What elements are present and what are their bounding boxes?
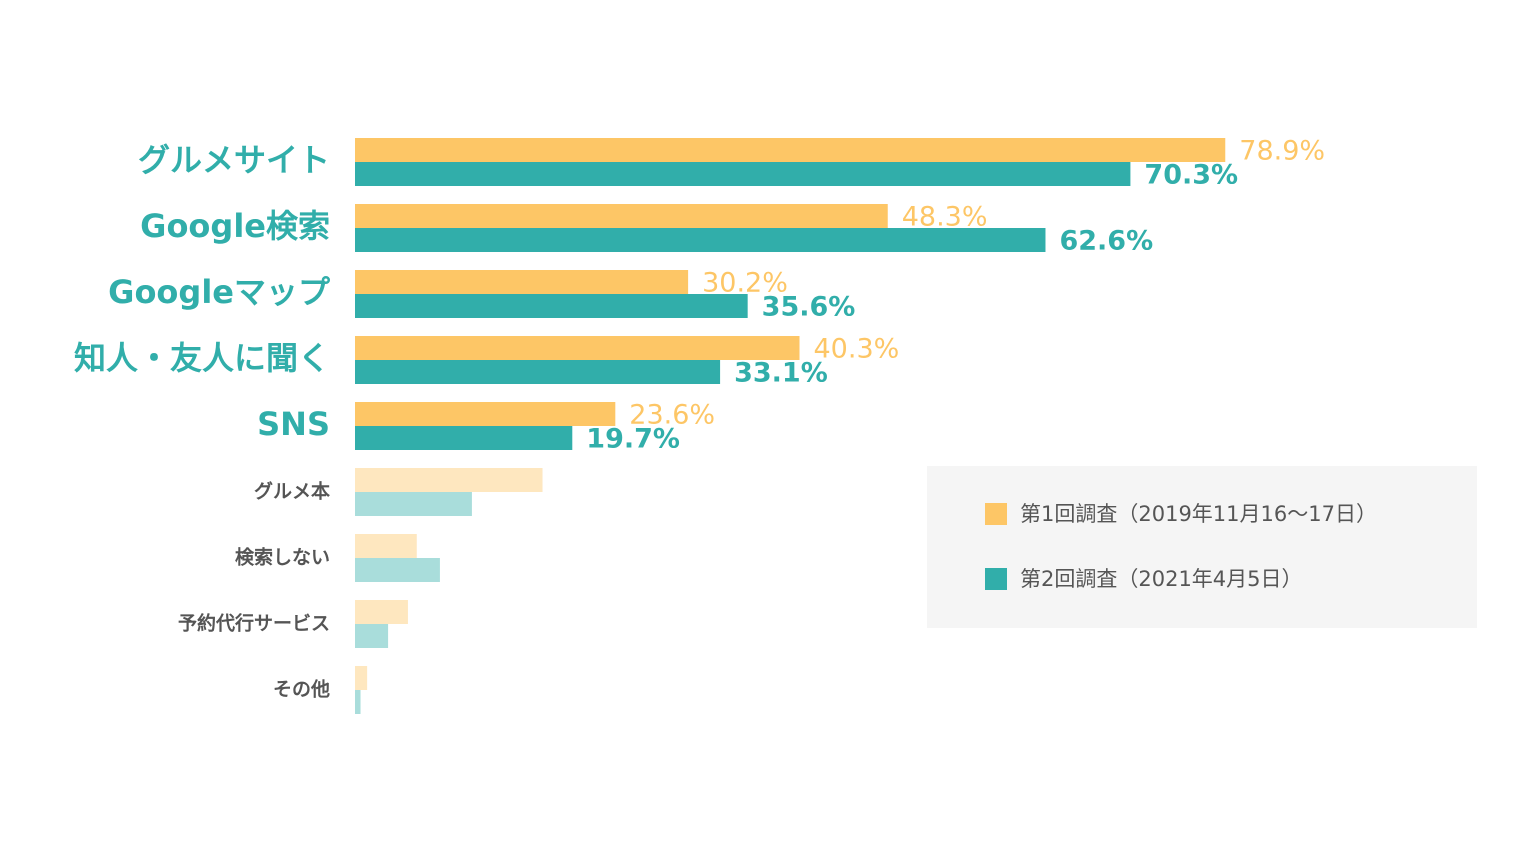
legend-box (927, 466, 1477, 628)
value-label: 35.6% (762, 292, 856, 323)
value-label: 33.1% (734, 358, 828, 389)
legend-swatch (985, 568, 1007, 590)
category-label: 予約代行サービス (178, 612, 330, 635)
category-label: SNS (257, 405, 330, 443)
bar (355, 666, 368, 690)
value-label: 48.3% (902, 202, 988, 233)
category-label: 検索しない (235, 546, 330, 569)
bar (355, 690, 361, 714)
category-label: グルメサイト (138, 141, 330, 179)
bar (355, 360, 721, 384)
value-label: 23.6% (629, 400, 715, 431)
bar (355, 600, 408, 624)
category-label: グルメ本 (254, 480, 330, 503)
bar (355, 492, 472, 516)
category-label: Googleマップ (108, 273, 331, 311)
category-label: その他 (273, 678, 330, 701)
legend-label: 第2回調査（2021年4月5日） (1020, 567, 1303, 591)
bar (355, 228, 1046, 252)
bar (355, 558, 440, 582)
bar (355, 270, 689, 294)
bar (355, 138, 1226, 162)
bar (355, 162, 1131, 186)
bar (355, 426, 573, 450)
value-label: 30.2% (702, 268, 788, 299)
category-label: Google検索 (140, 207, 330, 245)
category-label: 知人・友人に聞く (74, 339, 330, 377)
legend-swatch (985, 503, 1007, 525)
bar (355, 402, 616, 426)
bar (355, 204, 888, 228)
legend-label: 第1回調査（2019年11月16〜17日） (1020, 502, 1377, 526)
bar (355, 468, 543, 492)
bar (355, 534, 417, 558)
value-label: 78.9% (1239, 136, 1325, 167)
value-label: 40.3% (814, 334, 900, 365)
value-label: 70.3% (1144, 160, 1238, 191)
value-label: 62.6% (1059, 226, 1153, 257)
bar (355, 336, 800, 360)
bar (355, 294, 748, 318)
bar (355, 624, 389, 648)
value-label: 19.7% (586, 424, 680, 455)
